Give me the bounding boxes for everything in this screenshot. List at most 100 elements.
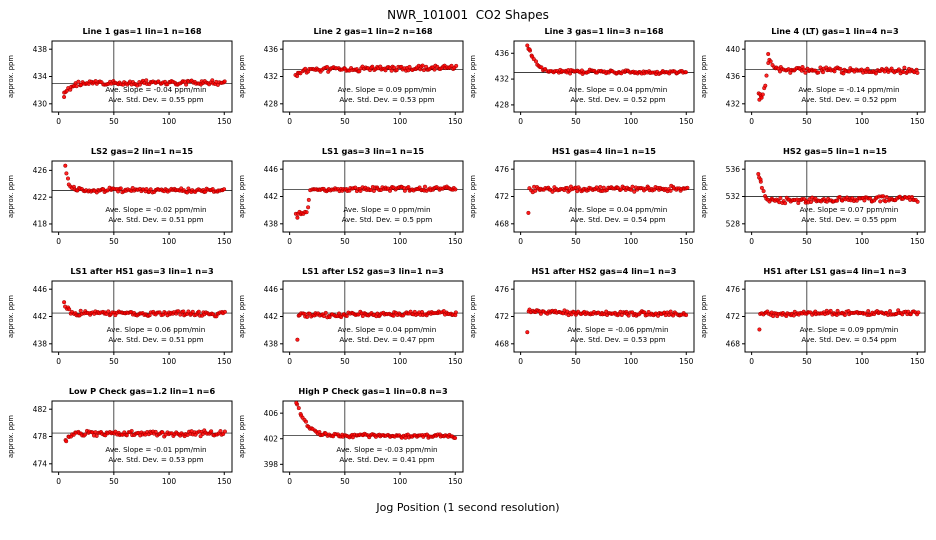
data-points [293,63,459,79]
x-tick-label: 50 [109,357,119,366]
stddev-annotation: Ave. Std. Dev. = 0.54 ppm [570,215,665,224]
x-tick-label: 150 [448,477,463,486]
data-points [294,400,458,441]
y-axis-label: approx. ppm [7,295,15,338]
y-axis-label: approx. ppm [700,175,708,218]
x-tick-label: 100 [162,117,177,126]
data-points [293,184,458,220]
y-axis-label: approx. ppm [7,415,15,458]
y-axis-label: approx. ppm [469,55,477,98]
y-tick-label: 472 [495,312,510,321]
chart-panel: HS1 after HS2 gas=4 lin=1 n=3 approx. ppm… [469,266,695,366]
chart-panel: High P Check gas=1 lin=0.8 n=3 approx. pp… [238,386,464,486]
chart-panel: LS1 after HS1 gas=3 lin=1 n=3 approx. ppm… [7,266,233,366]
y-tick-label: 436 [726,72,741,81]
data-points [63,163,227,195]
x-tick-label: 50 [571,117,581,126]
plot-border [513,40,695,113]
stddev-annotation: Ave. Std. Dev. = 0.55 ppm [801,215,896,224]
x-tick-label: 0 [518,237,523,246]
x-tick-label: 0 [287,117,292,126]
y-axis-label: approx. ppm [7,55,15,98]
y-tick-label: 434 [33,72,48,81]
data-points [525,43,688,77]
y-tick-label: 428 [495,101,510,110]
y-tick-label: 438 [264,339,279,348]
y-tick-label: 432 [264,72,279,81]
y-tick-label: 442 [264,192,279,201]
y-axis-label: approx. ppm [469,295,477,338]
x-tick-label: 0 [749,117,754,126]
slope-annotation: Ave. Slope = -0.04 ppm/min [105,85,206,94]
x-tick-label: 50 [802,237,812,246]
panel-title: Line 3 gas=1 lin=3 n=168 [544,26,663,36]
x-tick-label: 150 [217,477,232,486]
x-tick-label: 100 [393,357,408,366]
stddev-annotation: Ave. Std. Dev. = 0.55 ppm [108,95,203,104]
chart-panel: HS1 after LS1 gas=4 lin=1 n=3 approx. ppm… [700,266,926,366]
x-tick-label: 50 [109,237,119,246]
x-tick-label: 50 [802,117,812,126]
chart-panel: HS1 gas=4 lin=1 n=15 approx. ppm 0 50 100 150… [469,146,695,246]
y-tick-label: 418 [33,220,48,229]
x-tick-label: 0 [287,477,292,486]
x-tick-label: 50 [109,117,119,126]
data-points [62,300,227,319]
y-tick-label: 536 [726,165,741,174]
data-points [756,171,920,206]
x-tick-label: 0 [56,357,61,366]
panel-title: HS1 after HS2 gas=4 lin=1 n=3 [532,266,677,276]
y-tick-label: 428 [264,99,279,108]
x-tick-label: 150 [679,117,694,126]
y-axis-label: approx. ppm [7,175,15,218]
y-tick-label: 436 [495,49,510,58]
y-tick-label: 432 [726,99,741,108]
x-tick-label: 0 [287,357,292,366]
y-tick-label: 438 [33,45,48,54]
panel-title: HS1 gas=4 lin=1 n=15 [552,146,656,156]
panel-title: Line 1 gas=1 lin=1 n=168 [82,26,201,36]
y-tick-label: 442 [264,312,279,321]
slope-annotation: Ave. Slope = 0.04 ppm/min [569,85,668,94]
y-axis-label: approx. ppm [238,55,246,98]
chart-panel: Line 4 (LT) gas=1 lin=4 n=3 approx. ppm 0 5… [700,26,926,126]
stddev-annotation: Ave. Std. Dev. = 0.53 ppm [339,95,434,104]
x-tick-label: 0 [287,237,292,246]
chart-panel: LS1 after LS2 gas=3 lin=1 n=3 approx. ppm… [238,266,464,366]
x-tick-label: 150 [448,117,463,126]
y-tick-label: 446 [264,285,279,294]
x-tick-label: 100 [393,237,408,246]
panel-title: Line 4 (LT) gas=1 lin=4 n=3 [771,26,899,36]
chart-panel: HS2 gas=5 lin=1 n=15 approx. ppm 0 50 100 150… [700,146,926,246]
chart-panel: LS2 gas=2 lin=1 n=15 approx. ppm 0 50 100 150… [7,146,233,246]
y-axis-label: approx. ppm [238,175,246,218]
data-points [62,78,227,100]
panel-title: HS1 after LS1 gas=4 lin=1 n=3 [763,266,907,276]
panel-title: LS2 gas=2 lin=1 n=15 [91,146,194,156]
panel-title: LS1 gas=3 lin=1 n=15 [322,146,425,156]
x-tick-label: 0 [518,357,523,366]
data-points [526,183,690,215]
x-tick-label: 0 [56,477,61,486]
panel-title: LS1 after HS1 gas=3 lin=1 n=3 [70,266,214,276]
slope-annotation: Ave. Slope = 0.04 ppm/min [569,205,668,214]
x-tick-label: 150 [448,357,463,366]
x-tick-label: 150 [910,237,925,246]
y-tick-label: 422 [33,193,48,202]
x-tick-label: 50 [340,117,350,126]
slope-annotation: Ave. Slope = 0.09 ppm/min [800,325,899,334]
y-tick-label: 532 [726,192,741,201]
y-axis-label: approx. ppm [700,295,708,338]
stddev-annotation: Ave. Std. Dev. = 0.51 ppm [108,215,203,224]
y-axis-label: approx. ppm [469,175,477,218]
x-tick-label: 100 [162,477,177,486]
stddev-annotation: Ave. Std. Dev. = 0.52 ppm [570,95,665,104]
x-tick-label: 100 [162,357,177,366]
y-tick-label: 440 [726,45,741,54]
slope-annotation: Ave. Slope = 0 ppm/min [343,205,430,214]
x-tick-label: 50 [571,237,581,246]
slope-annotation: Ave. Slope = 0.06 ppm/min [107,325,206,334]
x-tick-label: 100 [162,237,177,246]
stddev-annotation: Ave. Std. Dev. = 0.54 ppm [801,335,896,344]
x-tick-label: 50 [109,477,119,486]
